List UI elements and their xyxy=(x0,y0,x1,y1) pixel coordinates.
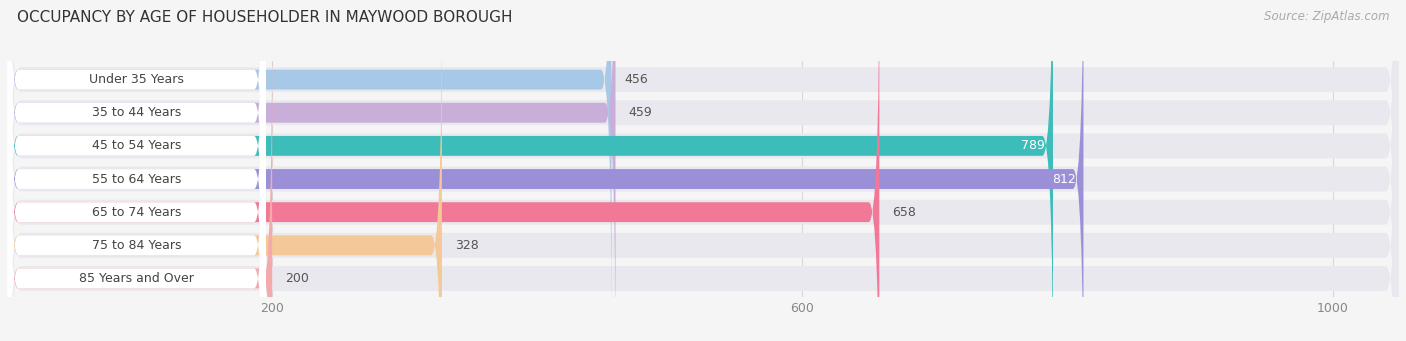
FancyBboxPatch shape xyxy=(7,0,266,341)
Text: 200: 200 xyxy=(285,272,309,285)
FancyBboxPatch shape xyxy=(7,23,273,341)
Text: 459: 459 xyxy=(628,106,652,119)
FancyBboxPatch shape xyxy=(7,0,1399,341)
Text: 789: 789 xyxy=(1021,139,1045,152)
Text: 658: 658 xyxy=(893,206,917,219)
FancyBboxPatch shape xyxy=(7,7,266,341)
FancyBboxPatch shape xyxy=(7,0,1399,341)
Text: 35 to 44 Years: 35 to 44 Years xyxy=(91,106,181,119)
FancyBboxPatch shape xyxy=(7,0,441,341)
FancyBboxPatch shape xyxy=(7,0,1399,341)
Text: 328: 328 xyxy=(456,239,479,252)
FancyBboxPatch shape xyxy=(7,0,266,341)
FancyBboxPatch shape xyxy=(7,0,879,341)
Text: OCCUPANCY BY AGE OF HOUSEHOLDER IN MAYWOOD BOROUGH: OCCUPANCY BY AGE OF HOUSEHOLDER IN MAYWO… xyxy=(17,10,512,25)
FancyBboxPatch shape xyxy=(7,0,266,341)
FancyBboxPatch shape xyxy=(7,0,1399,341)
FancyBboxPatch shape xyxy=(7,0,616,341)
FancyBboxPatch shape xyxy=(7,0,266,341)
Text: Under 35 Years: Under 35 Years xyxy=(89,73,184,86)
Text: 65 to 74 Years: 65 to 74 Years xyxy=(91,206,181,219)
FancyBboxPatch shape xyxy=(7,0,266,341)
FancyBboxPatch shape xyxy=(7,0,266,341)
Text: 456: 456 xyxy=(624,73,648,86)
Text: 85 Years and Over: 85 Years and Over xyxy=(79,272,194,285)
Text: 812: 812 xyxy=(1052,173,1076,186)
FancyBboxPatch shape xyxy=(7,0,1053,341)
FancyBboxPatch shape xyxy=(7,0,1399,341)
FancyBboxPatch shape xyxy=(7,0,1084,341)
FancyBboxPatch shape xyxy=(7,0,612,335)
FancyBboxPatch shape xyxy=(7,0,1399,341)
Text: 75 to 84 Years: 75 to 84 Years xyxy=(91,239,181,252)
FancyBboxPatch shape xyxy=(7,0,1399,341)
Text: 55 to 64 Years: 55 to 64 Years xyxy=(91,173,181,186)
Text: 45 to 54 Years: 45 to 54 Years xyxy=(91,139,181,152)
Text: Source: ZipAtlas.com: Source: ZipAtlas.com xyxy=(1264,10,1389,23)
